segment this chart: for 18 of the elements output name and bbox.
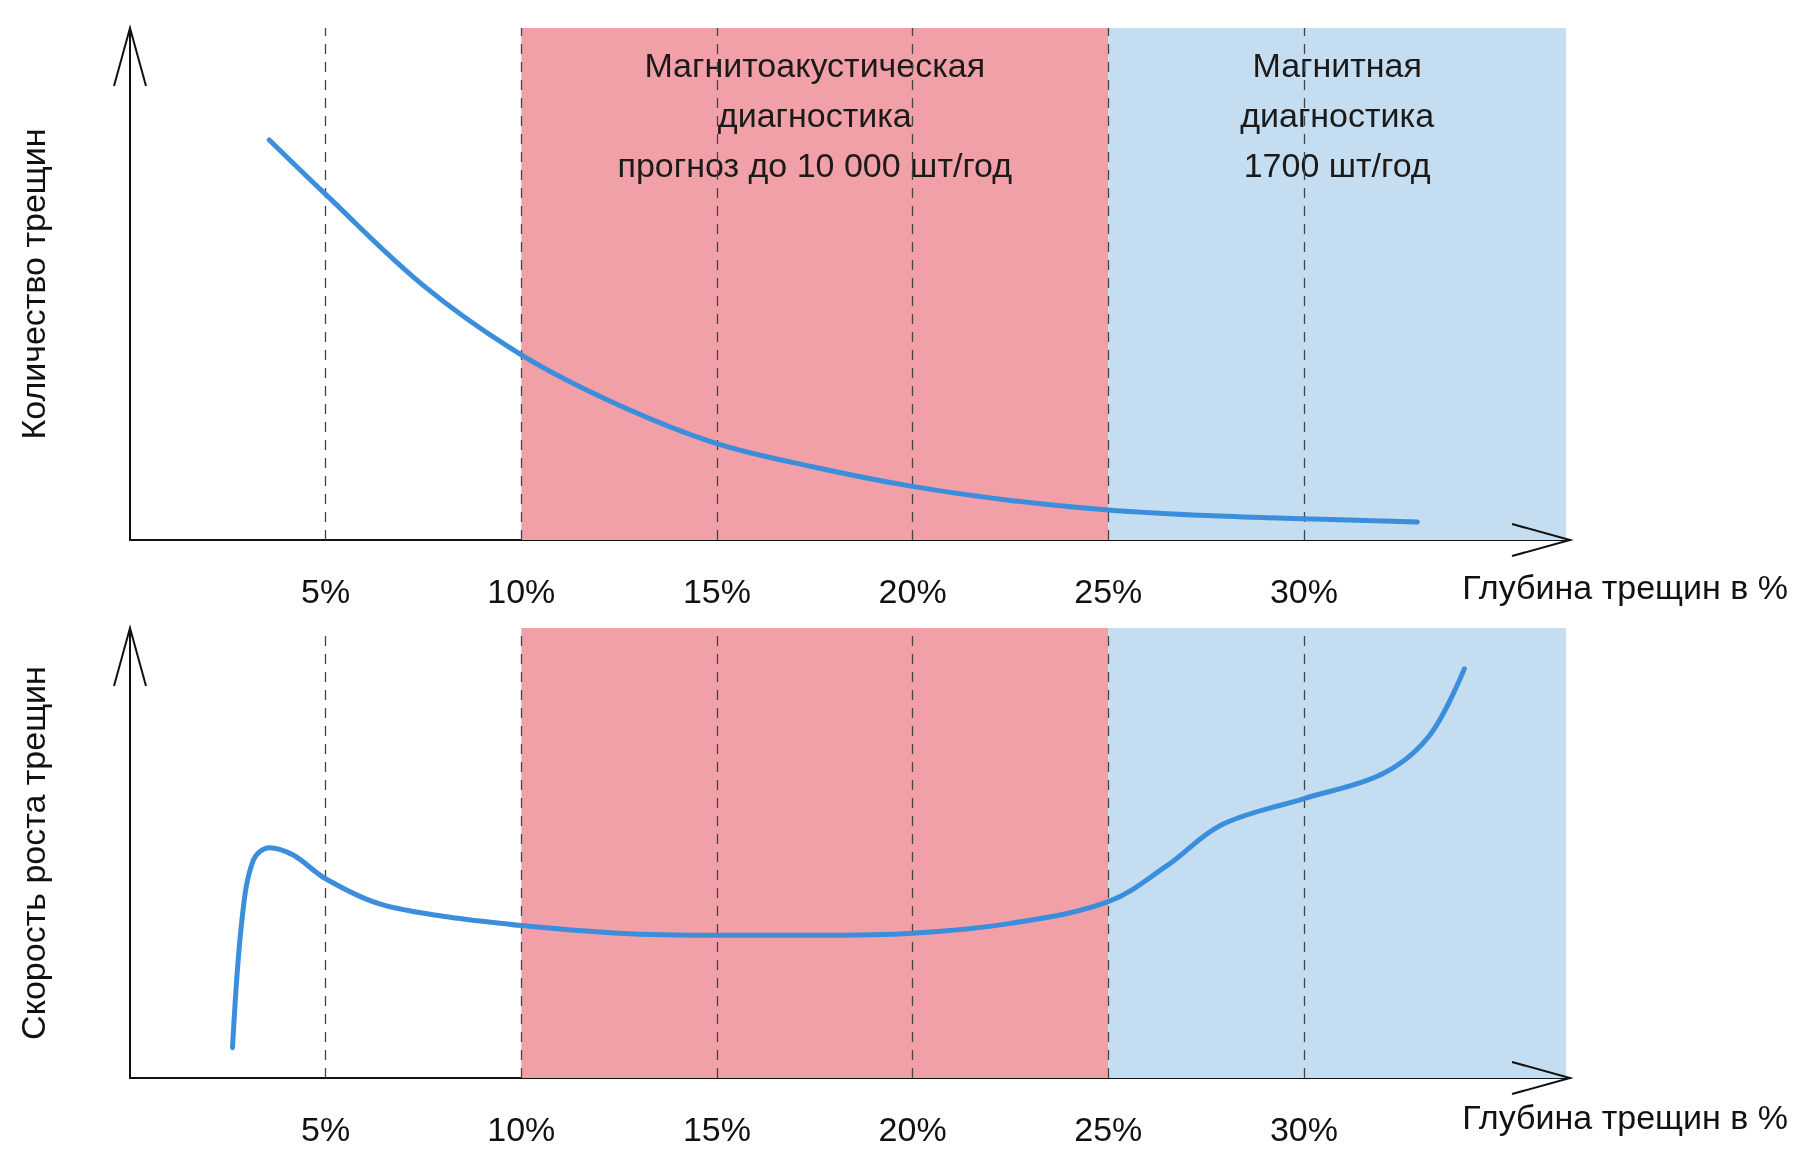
band-label: Магнитная диагностика 1700 шт/год: [1240, 46, 1435, 184]
x-tick-label: 20%: [878, 1110, 947, 1148]
x-tick-label: 25%: [1074, 1110, 1143, 1148]
x-axis-title: Глубина трещин в %: [1462, 568, 1788, 606]
x-tick-label: 25%: [1074, 572, 1143, 610]
x-tick-label: 5%: [301, 1110, 351, 1148]
x-tick-label: 15%: [682, 572, 751, 610]
x-tick-label: 30%: [1269, 1110, 1338, 1148]
y-axis-title: Количество трещин: [14, 128, 52, 440]
x-tick-label: 20%: [878, 572, 947, 610]
x-tick-label: 10%: [487, 1110, 556, 1148]
x-tick-label: 10%: [487, 572, 556, 610]
x-axis-title: Глубина трещин в %: [1462, 1098, 1788, 1136]
x-tick-label: 15%: [682, 1110, 751, 1148]
y-axis-title: Скорость роста трещин: [14, 666, 52, 1040]
x-tick-label: 30%: [1269, 572, 1338, 610]
band-label: Магнитоакустическая диагностика прогноз до 10 000 шт/год: [617, 46, 1013, 184]
x-tick-label: 5%: [301, 572, 351, 610]
